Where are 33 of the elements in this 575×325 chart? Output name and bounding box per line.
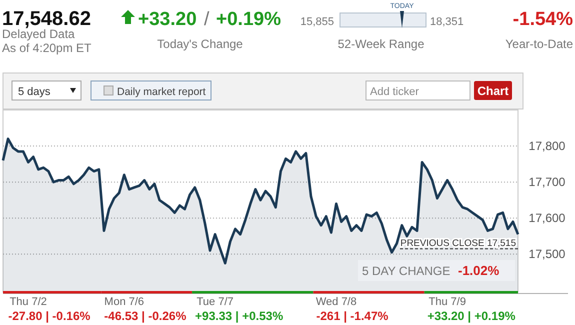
text: -1.54%	[512, 9, 574, 30]
y-tick-label: 17,600	[528, 211, 566, 226]
annotation: 5 DAY CHANGE	[362, 264, 450, 278]
text: As of 4:20pm ET	[2, 41, 92, 55]
text: +93.33 | +0.53%	[195, 309, 284, 323]
text: /	[204, 9, 210, 30]
text: Daily market report	[117, 86, 206, 98]
x-tick-label: Wed 7/8	[316, 296, 357, 308]
text: Today's Change	[157, 37, 244, 51]
text: Chart	[477, 84, 509, 98]
x-tick-label: Thu 7/9	[428, 296, 466, 308]
x-tick-label: Mon 7/6	[104, 296, 144, 308]
text: 52-Week Range	[338, 37, 425, 51]
text: Add ticker	[370, 86, 420, 98]
text: Year-to-Date	[505, 37, 574, 51]
x-tick-label: Thu 7/2	[10, 296, 47, 308]
text: -27.80 | -0.16%	[8, 309, 91, 323]
text: 5 days	[18, 86, 51, 98]
ref-line-label: PREVIOUS CLOSE 17,515	[400, 238, 516, 249]
text: 18,351	[430, 16, 464, 28]
x-tick-label: Tue 7/7	[196, 296, 234, 308]
text: +33.20	[138, 9, 197, 30]
text: +33.20 | +0.19%	[427, 309, 516, 323]
y-tick-label: 17,700	[528, 175, 566, 190]
text: 15,855	[300, 16, 334, 28]
text: Delayed Data	[2, 27, 76, 41]
text: +0.19%	[216, 9, 282, 30]
annotation: -1.02%	[458, 263, 500, 278]
chart-title: 17,548.62	[2, 8, 91, 30]
text: -261 | -1.47%	[316, 309, 389, 323]
y-tick-label: 17,800	[528, 139, 566, 154]
y-tick-label: 17,500	[528, 247, 566, 262]
text: -46.53 | -0.26%	[104, 309, 187, 323]
